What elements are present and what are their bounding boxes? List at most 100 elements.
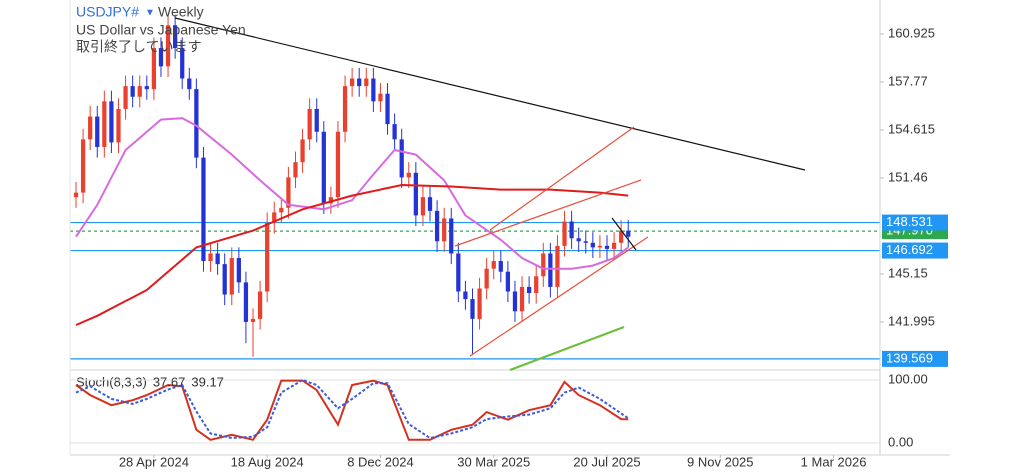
candle-body (335, 131, 341, 198)
candle-body (498, 261, 503, 272)
candle-body (307, 108, 312, 140)
candle-body (399, 139, 404, 178)
candle-body (597, 245, 603, 248)
candle-body (88, 116, 93, 140)
y-tick-label: 157.77 (888, 73, 928, 88)
trend-line (611, 217, 637, 251)
drawings (174, 17, 806, 372)
candle-body (201, 157, 206, 262)
candle-body (229, 258, 234, 295)
indicator-value: 39.17 (191, 374, 224, 389)
candle-body (80, 139, 86, 193)
candle-body (477, 288, 482, 319)
y-tick-label: 145.15 (888, 265, 928, 280)
market-status: 取引終了しています (76, 39, 202, 55)
indicator-title: Stoch(8,3,3) (76, 374, 147, 389)
candle-body (165, 25, 171, 67)
candle-body (534, 276, 539, 294)
candle-body (604, 245, 610, 249)
symbol[interactable]: USDJPY# (76, 4, 139, 20)
candle-body (611, 242, 617, 249)
y-tick-label: 100.00 (888, 371, 928, 386)
y-tick-label: 0.00 (888, 434, 913, 449)
y-tick-label: 151.46 (888, 169, 928, 184)
candle-body (385, 93, 390, 125)
candle-body (519, 286, 525, 312)
candle-body (250, 318, 256, 322)
candle-body (442, 218, 447, 242)
candle-body (279, 207, 284, 213)
line-series (75, 378, 629, 440)
price-tag (882, 350, 948, 367)
candle-body (208, 253, 213, 262)
candle-body (491, 261, 496, 269)
candle-body (109, 101, 114, 143)
candle-body (293, 162, 298, 178)
candle-body (73, 192, 79, 198)
candle-body (144, 86, 149, 90)
price-tag (882, 214, 948, 231)
candle-body (286, 177, 291, 208)
candle-body (555, 245, 560, 287)
candle-body (484, 268, 489, 289)
candle-body (158, 48, 164, 67)
x-tick-label: 18 Aug 2024 (231, 454, 304, 469)
candle-body (243, 282, 249, 322)
candle-body (590, 242, 595, 248)
timeframe: Weekly (158, 4, 204, 20)
y-tick-label: 141.995 (888, 313, 935, 328)
candle-body (265, 223, 270, 292)
candle-body (328, 197, 334, 204)
candle-body (420, 197, 426, 216)
candle-body (456, 253, 461, 292)
indicator-value: 37.67 (153, 374, 186, 389)
candle-body (576, 238, 581, 242)
candle-body (194, 89, 199, 158)
candle-body (413, 172, 418, 216)
candle-body (187, 78, 192, 90)
line-series (75, 379, 629, 441)
candle-body (215, 253, 220, 265)
candle-body (137, 86, 142, 97)
price-tag-label: 146.692 (886, 242, 933, 257)
candle-body (357, 78, 362, 87)
candle-body (272, 212, 277, 224)
candle-body (342, 86, 348, 132)
candle-body (116, 108, 121, 143)
candle-body (470, 299, 475, 319)
price-tag-label: 139.569 (886, 350, 933, 365)
y-tick-label: 154.615 (888, 121, 935, 136)
candle-body (548, 253, 553, 287)
line-series (75, 117, 629, 270)
candle-body (512, 291, 518, 312)
candle-body (130, 86, 135, 97)
x-tick-label: 30 Mar 2025 (457, 454, 530, 469)
channel-line (489, 126, 635, 231)
trend-line (174, 17, 806, 171)
candle-body (378, 93, 383, 102)
candle-body (463, 291, 468, 300)
candle-body (123, 86, 128, 109)
x-tick-label: 20 Jul 2025 (573, 454, 640, 469)
channel-line (469, 236, 649, 357)
candle-body (619, 230, 624, 243)
price-tag (882, 242, 948, 259)
candle-body (364, 78, 369, 87)
candle-body (541, 253, 546, 277)
candle-body (427, 197, 433, 211)
x-tick-label: 28 Apr 2024 (119, 454, 189, 469)
subtitle: US Dollar vs Japanese Yen (76, 22, 246, 38)
candle-body (180, 48, 185, 79)
x-tick-label: 1 Mar 2026 (801, 454, 867, 469)
plot-area (70, 14, 880, 360)
dropdown-arrow[interactable]: ▼ (145, 8, 155, 19)
candle-body (236, 258, 241, 283)
candle-body (371, 78, 376, 102)
price-tag-label: 148.531 (886, 214, 933, 229)
x-tick-label: 8 Dec 2024 (347, 454, 414, 469)
candle-body (151, 48, 157, 90)
channel-line (509, 325, 625, 372)
candle-body (626, 230, 631, 237)
candle-body (321, 131, 326, 204)
